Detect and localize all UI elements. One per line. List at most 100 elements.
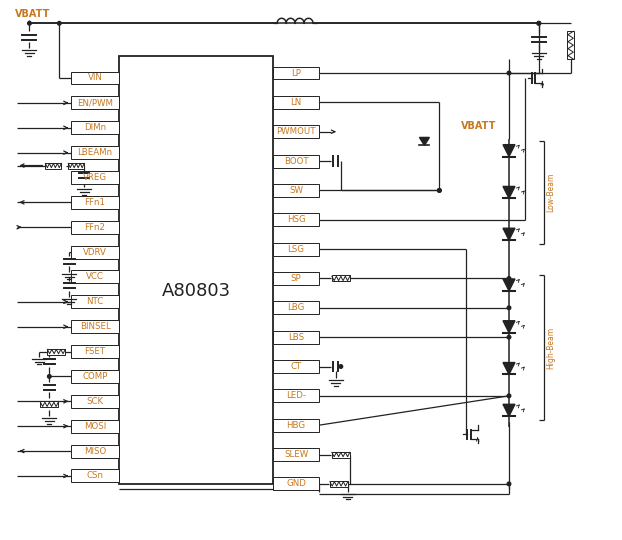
Circle shape	[507, 306, 511, 309]
FancyBboxPatch shape	[72, 420, 119, 433]
Text: BOOT: BOOT	[284, 157, 309, 166]
Circle shape	[27, 22, 31, 25]
Circle shape	[57, 22, 61, 25]
FancyBboxPatch shape	[273, 389, 319, 402]
Text: SP: SP	[290, 274, 302, 283]
FancyBboxPatch shape	[72, 146, 119, 159]
Polygon shape	[503, 362, 515, 374]
Text: LBG: LBG	[287, 303, 305, 312]
Polygon shape	[419, 138, 429, 145]
Text: LBS: LBS	[288, 333, 304, 342]
FancyBboxPatch shape	[273, 213, 319, 226]
Circle shape	[507, 482, 511, 485]
FancyBboxPatch shape	[72, 295, 119, 308]
Circle shape	[437, 188, 441, 192]
Text: CSn: CSn	[86, 471, 104, 481]
Text: High-Beam: High-Beam	[545, 327, 555, 369]
FancyBboxPatch shape	[72, 444, 119, 457]
Polygon shape	[503, 404, 515, 416]
FancyBboxPatch shape	[72, 122, 119, 134]
Text: SW: SW	[289, 186, 303, 195]
Text: COMP: COMP	[83, 372, 108, 381]
FancyBboxPatch shape	[72, 221, 119, 234]
FancyBboxPatch shape	[273, 448, 319, 461]
Text: DIMn: DIMn	[84, 123, 106, 132]
FancyBboxPatch shape	[72, 246, 119, 259]
Circle shape	[339, 364, 343, 368]
FancyBboxPatch shape	[332, 275, 350, 281]
FancyBboxPatch shape	[72, 171, 119, 184]
FancyBboxPatch shape	[273, 360, 319, 373]
Text: LN: LN	[290, 98, 302, 107]
Text: LSG: LSG	[287, 245, 305, 254]
FancyBboxPatch shape	[72, 345, 119, 358]
FancyBboxPatch shape	[68, 163, 84, 168]
FancyBboxPatch shape	[273, 184, 319, 197]
Text: HBG: HBG	[287, 421, 305, 430]
Text: FFn1: FFn1	[85, 198, 106, 207]
Polygon shape	[503, 279, 515, 291]
Text: GND: GND	[286, 480, 306, 488]
FancyBboxPatch shape	[119, 56, 273, 484]
Text: VDRV: VDRV	[83, 248, 107, 256]
Text: VBATT: VBATT	[14, 9, 50, 19]
FancyBboxPatch shape	[567, 31, 574, 59]
FancyBboxPatch shape	[273, 154, 319, 167]
Text: LED-: LED-	[286, 392, 306, 400]
FancyBboxPatch shape	[332, 451, 350, 457]
Text: LBEAMn: LBEAMn	[78, 148, 113, 157]
Text: MISO: MISO	[84, 447, 106, 456]
FancyBboxPatch shape	[273, 96, 319, 109]
Text: HSG: HSG	[287, 215, 305, 224]
Text: VIN: VIN	[88, 73, 103, 83]
Circle shape	[437, 188, 441, 192]
Text: LP: LP	[291, 69, 301, 78]
FancyBboxPatch shape	[72, 196, 119, 209]
FancyBboxPatch shape	[72, 370, 119, 383]
Text: FSET: FSET	[85, 347, 106, 356]
FancyBboxPatch shape	[273, 242, 319, 255]
FancyBboxPatch shape	[273, 125, 319, 138]
Text: A80803: A80803	[162, 282, 231, 300]
Polygon shape	[503, 145, 515, 157]
FancyBboxPatch shape	[72, 71, 119, 84]
Text: MOSI: MOSI	[84, 422, 106, 431]
FancyBboxPatch shape	[40, 401, 58, 407]
Text: BINSEL: BINSEL	[80, 322, 111, 331]
Text: PWMOUT: PWMOUT	[276, 127, 316, 136]
Circle shape	[507, 335, 511, 339]
Text: NTC: NTC	[86, 298, 104, 306]
Circle shape	[47, 375, 51, 378]
FancyBboxPatch shape	[72, 97, 119, 109]
Circle shape	[537, 22, 541, 25]
Text: VREG: VREG	[83, 173, 107, 182]
FancyBboxPatch shape	[72, 395, 119, 408]
Text: EN/PWM: EN/PWM	[77, 98, 113, 107]
Text: SCK: SCK	[86, 397, 104, 406]
FancyBboxPatch shape	[273, 301, 319, 314]
Circle shape	[507, 394, 511, 397]
FancyBboxPatch shape	[72, 271, 119, 284]
Circle shape	[507, 276, 511, 280]
FancyBboxPatch shape	[273, 66, 319, 79]
Polygon shape	[503, 186, 515, 198]
Text: VCC: VCC	[86, 273, 104, 281]
FancyBboxPatch shape	[45, 163, 62, 168]
FancyBboxPatch shape	[273, 330, 319, 343]
FancyBboxPatch shape	[47, 349, 65, 355]
FancyBboxPatch shape	[273, 272, 319, 285]
Text: FFn2: FFn2	[85, 222, 106, 232]
Text: VBATT: VBATT	[462, 121, 496, 131]
Text: CT: CT	[290, 362, 302, 371]
Circle shape	[537, 22, 541, 25]
FancyBboxPatch shape	[72, 320, 119, 333]
FancyBboxPatch shape	[273, 477, 319, 490]
Text: SLEW: SLEW	[284, 450, 309, 459]
Text: Low-Beam: Low-Beam	[545, 173, 555, 212]
FancyBboxPatch shape	[330, 481, 348, 487]
FancyBboxPatch shape	[72, 469, 119, 482]
Circle shape	[507, 71, 511, 75]
FancyBboxPatch shape	[273, 418, 319, 431]
Polygon shape	[503, 228, 515, 240]
Polygon shape	[503, 321, 515, 333]
